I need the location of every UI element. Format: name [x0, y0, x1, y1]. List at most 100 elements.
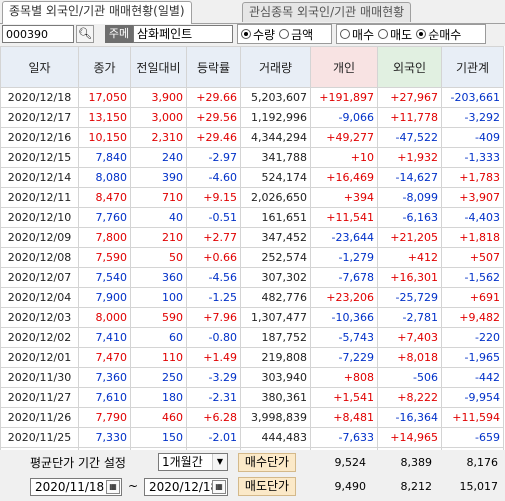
table-row[interactable]: 2020/11/26 7,790 460 +6.28 3,998,839 +8,481 -1…	[0, 407, 504, 428]
rate-cell: -2.31	[186, 387, 241, 408]
close-cell: 10,150	[78, 127, 131, 148]
institution-cell: -203,661	[441, 87, 504, 108]
volume-cell: 307,302	[240, 267, 311, 288]
col-header-close[interactable]: 종가	[78, 46, 131, 88]
date-to-input[interactable]: 2020/12/18 ▦	[144, 478, 228, 496]
volume-cell: 2,026,650	[240, 187, 311, 208]
rate-cell: +1.49	[186, 347, 241, 368]
col-header-institution[interactable]: 기관계	[441, 46, 504, 88]
rate-cell: +0.66	[186, 247, 241, 268]
stock-hint-badge[interactable]: 주메	[105, 25, 133, 43]
foreign-cell: -506	[377, 367, 442, 388]
rate-cell: -0.80	[186, 327, 241, 348]
close-cell: 17,050	[78, 87, 131, 108]
table-row[interactable]: 2020/12/18 17,050 3,900 +29.66 5,203,607 +191…	[0, 87, 504, 108]
individual-cell: -9,066	[310, 107, 378, 128]
foreign-cell: +412	[377, 247, 442, 268]
foreign-cell: +16,301	[377, 267, 442, 288]
foreign-cell: +21,205	[377, 227, 442, 248]
change-cell: 360	[130, 267, 187, 288]
trading-table[interactable]: 일자 종가 전일대비 등락률 거래량 개인 외국인 기관계 2020/12/18…	[0, 46, 505, 488]
rate-cell: +9.15	[186, 187, 241, 208]
table-row[interactable]: 2020/12/08 7,590 50 +0.66 252,574 -1,279 +412 +…	[0, 247, 504, 268]
change-cell: 460	[130, 407, 187, 428]
close-cell: 8,080	[78, 167, 131, 188]
table-row[interactable]: 2020/12/03 8,000 590 +7.96 1,307,477 -10,366-…	[0, 307, 504, 328]
volume-cell: 161,651	[240, 207, 311, 228]
chevron-down-icon: ▼	[212, 454, 227, 470]
toolbar: 000390 🔍︎ 주메 삼화페인트 수량 금액 매수 매도 순매수	[0, 24, 505, 46]
table-row[interactable]: 2020/11/30 7,360 250 -3.29 303,940 +808 -506 -4…	[0, 367, 504, 388]
individual-cell: +49,277	[310, 127, 378, 148]
rate-cell: +7.96	[186, 307, 241, 328]
rate-cell: -0.51	[186, 207, 241, 228]
tab-daily-trading[interactable]: 종목별 외국인/기관 매매현황(일별)	[2, 1, 192, 24]
close-cell: 7,590	[78, 247, 131, 268]
col-header-volume[interactable]: 거래량	[240, 46, 311, 88]
average-price-panel: 평균단가 기간 설정 1개월간 ▼ 2020/11/18 ▦ ~ 2020/12/1…	[0, 450, 505, 501]
trade-net-buy-radio[interactable]: 순매수	[416, 26, 461, 43]
radio-icon	[416, 29, 427, 39]
table-row[interactable]: 2020/12/11 8,470 710 +9.15 2,026,650 +394 -8,0…	[0, 187, 504, 208]
table-row[interactable]: 2020/12/15 7,840 240 -2.97 341,788 +10 +1,932-…	[0, 147, 504, 168]
table-row[interactable]: 2020/11/27 7,610 180 -2.31 380,361 +1,541 +8,2…	[0, 387, 504, 408]
unit-amount-radio[interactable]: 금액	[279, 26, 313, 43]
table-row[interactable]: 2020/12/07 7,540 360 -4.56 307,302 -7,678 +16,…	[0, 267, 504, 288]
table-row[interactable]: 2020/12/17 13,150 3,000 +29.56 1,192,996 -9,0…	[0, 107, 504, 128]
trade-sell-radio[interactable]: 매도	[378, 26, 412, 43]
col-header-individual[interactable]: 개인	[310, 46, 378, 88]
close-cell: 7,410	[78, 327, 131, 348]
rate-cell: -2.01	[186, 427, 241, 448]
col-header-change[interactable]: 전일대비	[130, 46, 187, 88]
calendar-icon[interactable]: ▦	[106, 480, 120, 494]
date-from-input[interactable]: 2020/11/18 ▦	[30, 478, 122, 496]
institution-cell: +1,783	[441, 167, 504, 188]
date-cell: 2020/12/14	[0, 167, 79, 188]
avg-period-label: 평균단가 기간 설정	[30, 456, 126, 470]
date-cell: 2020/11/26	[0, 407, 79, 428]
col-header-rate[interactable]: 등락률	[186, 46, 241, 88]
change-cell: 3,000	[130, 107, 187, 128]
close-cell: 7,800	[78, 227, 131, 248]
close-cell: 7,610	[78, 387, 131, 408]
date-cell: 2020/11/25	[0, 427, 79, 448]
table-row[interactable]: 2020/12/04 7,900 100 -1.25 482,776 +23,206 -25…	[0, 287, 504, 308]
institution-cell: -1,562	[441, 267, 504, 288]
change-cell: 2,310	[130, 127, 187, 148]
rate-cell: -3.29	[186, 367, 241, 388]
volume-cell: 303,940	[240, 367, 311, 388]
table-row[interactable]: 2020/11/25 7,330 150 -2.01 444,483 -7,633 +14,…	[0, 427, 504, 448]
date-cell: 2020/12/10	[0, 207, 79, 228]
col-header-foreign[interactable]: 외국인	[377, 46, 442, 88]
close-cell: 7,760	[78, 207, 131, 228]
date-cell: 2020/11/27	[0, 387, 79, 408]
date-cell: 2020/12/09	[0, 227, 79, 248]
table-row[interactable]: 2020/12/16 10,150 2,310 +29.46 4,344,294 +49,…	[0, 127, 504, 148]
trade-buy-radio[interactable]: 매수	[340, 26, 374, 43]
col-header-date[interactable]: 일자	[0, 46, 79, 88]
calendar-icon[interactable]: ▦	[212, 480, 226, 494]
volume-cell: 1,192,996	[240, 107, 311, 128]
unit-quantity-radio[interactable]: 수량	[241, 26, 275, 43]
stock-name-field: 삼화페인트	[133, 25, 233, 43]
period-select[interactable]: 1개월간 ▼	[158, 453, 228, 471]
change-cell: 240	[130, 147, 187, 168]
search-icon[interactable]: 🔍︎	[76, 25, 94, 43]
table-row[interactable]: 2020/12/02 7,410 60 -0.80 187,752 -5,743 +7,40…	[0, 327, 504, 348]
rate-cell: +2.77	[186, 227, 241, 248]
table-row[interactable]: 2020/12/09 7,800 210 +2.77 347,452 -23,644 +21…	[0, 227, 504, 248]
table-row[interactable]: 2020/12/01 7,470 110 +1.49 219,808 -7,229 +8,0…	[0, 347, 504, 368]
volume-cell: 5,203,607	[240, 87, 311, 108]
table-row[interactable]: 2020/12/10 7,760 40 -0.51 161,651 +11,541 -6,1…	[0, 207, 504, 228]
rate-cell: -1.25	[186, 287, 241, 308]
tab-watchlist-trading[interactable]: 관심종목 외국인/기관 매매현황	[242, 2, 412, 22]
table-row[interactable]: 2020/12/14 8,080 390 -4.60 524,174 +16,469 -14…	[0, 167, 504, 188]
date-cell: 2020/12/08	[0, 247, 79, 268]
date-cell: 2020/11/30	[0, 367, 79, 388]
date-range-separator: ~	[128, 479, 139, 493]
stock-code-input[interactable]: 000390	[2, 25, 74, 43]
volume-cell: 187,752	[240, 327, 311, 348]
close-cell: 13,150	[78, 107, 131, 128]
foreign-cell: +1,932	[377, 147, 442, 168]
change-cell: 40	[130, 207, 187, 228]
